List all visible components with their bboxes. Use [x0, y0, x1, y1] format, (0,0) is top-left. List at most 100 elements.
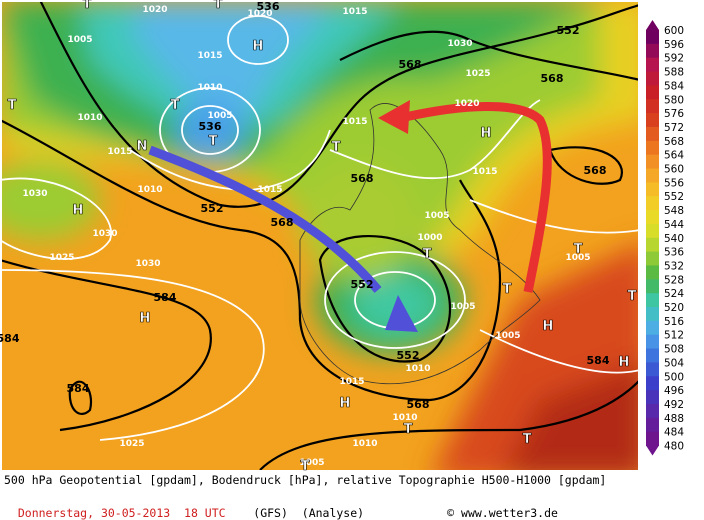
- pressure-center: T: [332, 140, 341, 155]
- legend-swatch: [646, 431, 659, 446]
- pressure-center: T: [301, 459, 310, 472]
- legend-swatch: [646, 376, 659, 391]
- contour-label: 1030: [92, 229, 117, 239]
- contour-label: 568: [399, 58, 422, 71]
- legend-swatch: [646, 237, 659, 253]
- legend-arrow-top: [646, 20, 659, 30]
- legend-swatch: [646, 182, 659, 197]
- contour-label: 1030: [135, 259, 160, 269]
- legend-label: 516: [664, 316, 684, 328]
- coastlines: [299, 103, 541, 385]
- contour-label: 568: [271, 216, 294, 229]
- contour-label: 1000: [417, 233, 442, 243]
- legend-label: 556: [664, 177, 684, 189]
- pressure-center: T: [171, 98, 180, 113]
- pressure-center: H: [140, 311, 151, 326]
- contour-label: 552: [397, 349, 420, 362]
- legend-swatch: [646, 320, 659, 336]
- legend-label: 512: [664, 330, 684, 342]
- contour-label: 1025: [119, 439, 144, 449]
- legend-swatch: [646, 403, 659, 419]
- contour-label: 1010: [137, 185, 162, 195]
- contour-label: 1005: [450, 302, 475, 312]
- contour-label: 1020: [142, 5, 167, 15]
- contour-label: 1030: [447, 39, 472, 49]
- contour-label: 1010: [197, 83, 222, 93]
- legend-label: 524: [664, 288, 684, 300]
- contour-label: 1015: [342, 117, 367, 127]
- pressure-center: T: [8, 98, 17, 113]
- contour-label: 568: [351, 172, 374, 185]
- pressure-center: T: [209, 134, 218, 149]
- contour-label: 536: [257, 0, 280, 13]
- contour-label: 584: [67, 382, 90, 395]
- contour-label: 568: [407, 398, 430, 411]
- caption-line1: 500 hPa Geopotential [gpdam], Bodendruck…: [4, 473, 607, 487]
- pressure-center: H: [619, 355, 630, 370]
- contour-label: 552: [557, 24, 580, 37]
- legend-label: 568: [664, 136, 684, 148]
- legend-label: 528: [664, 274, 684, 286]
- contour-label: 536: [199, 120, 222, 133]
- pressure-center: T: [423, 247, 432, 262]
- legend-swatch: [646, 265, 659, 280]
- legend-label: 600: [664, 25, 684, 37]
- pressure-center: T: [574, 242, 583, 257]
- legend-swatch: [646, 168, 659, 183]
- contour-label: 1005: [299, 458, 324, 468]
- legend-swatch: [646, 293, 659, 308]
- legend-label: 536: [664, 247, 684, 259]
- legend-swatch: [646, 30, 659, 45]
- contour-label: 1005: [565, 253, 590, 263]
- legend-swatch: [646, 417, 659, 433]
- contour-label: 1025: [465, 69, 490, 79]
- legend-label: 532: [664, 260, 684, 272]
- contour-label: 1010: [405, 364, 430, 374]
- legend-swatch: [646, 126, 659, 142]
- contour-label: 584: [154, 291, 177, 304]
- pressure-center: T: [503, 282, 512, 297]
- legend-swatch: [646, 154, 659, 169]
- legend-swatch: [646, 85, 659, 100]
- legend-label: 480: [664, 441, 684, 453]
- legend-label: 508: [664, 344, 684, 356]
- caption-model: (GFS): [253, 506, 288, 520]
- contour-label: 1005: [495, 331, 520, 341]
- map-field: [2, 2, 638, 470]
- legend-swatch: [646, 57, 659, 73]
- contour-label: 1005: [424, 211, 449, 221]
- contour-label: 1025: [49, 253, 74, 263]
- contour-label: 568: [584, 164, 607, 177]
- legend-label: 584: [664, 80, 684, 92]
- legend-label: 488: [664, 413, 684, 425]
- caption-source: © www.wetter3.de: [447, 506, 558, 520]
- contour-label: 1005: [207, 111, 232, 121]
- legend-swatch: [646, 390, 659, 405]
- pressure-center: T: [628, 289, 637, 304]
- contour-label: 568: [541, 72, 564, 85]
- legend-swatch: [646, 196, 659, 211]
- legend-swatch: [646, 43, 659, 59]
- legend-label: 504: [664, 357, 684, 369]
- legend-swatch: [646, 348, 659, 363]
- pressure-center: H: [481, 126, 492, 141]
- legend-swatch: [646, 223, 659, 239]
- legend-swatch: [646, 71, 659, 86]
- pressure-center: N: [137, 139, 148, 154]
- legend-label: 572: [664, 122, 684, 134]
- legend-swatch: [646, 99, 659, 114]
- legend-label: 596: [664, 39, 684, 51]
- contour-label: 1010: [392, 413, 417, 423]
- contour-label: 584: [587, 354, 610, 367]
- contour-label: 1020: [247, 9, 272, 19]
- contour-label: 1010: [352, 439, 377, 449]
- pressure-center: H: [253, 39, 264, 54]
- legend-label: 552: [664, 191, 684, 203]
- legend-label: 560: [664, 164, 684, 176]
- pressure-center: T: [83, 0, 92, 12]
- contour-label: 1015: [472, 167, 497, 177]
- legend-arrow-bottom: [646, 445, 659, 456]
- contour-label: 1015: [339, 377, 364, 387]
- geopotential-contours: [2, 2, 638, 470]
- contour-label: 1005: [67, 35, 92, 45]
